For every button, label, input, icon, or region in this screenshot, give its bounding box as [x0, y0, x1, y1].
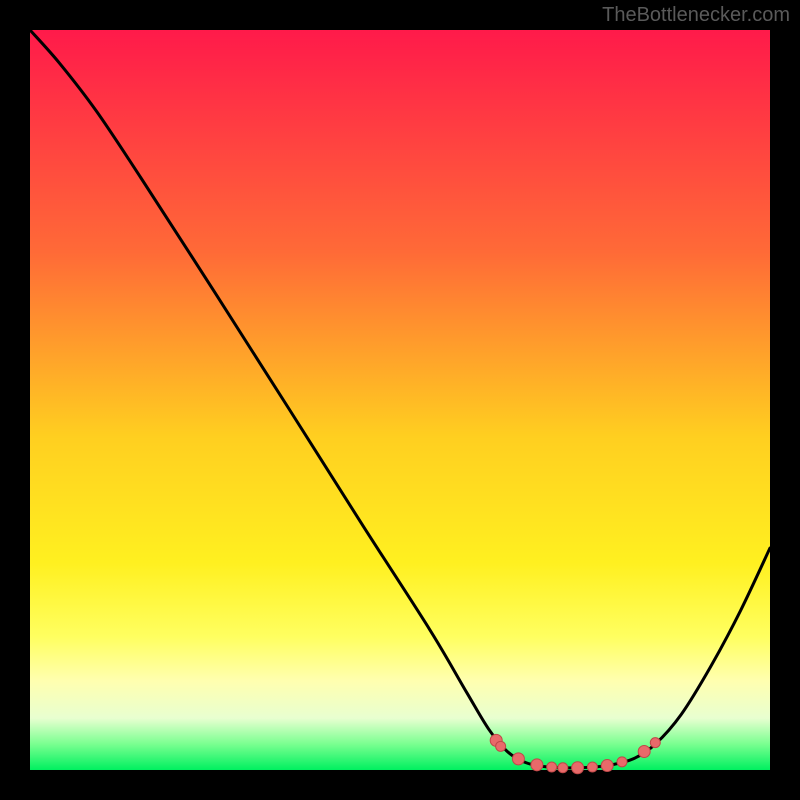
plot-background: [30, 30, 770, 770]
attribution-text: TheBottlenecker.com: [602, 4, 790, 27]
data-marker: [587, 762, 597, 772]
data-marker: [650, 738, 660, 748]
data-marker: [601, 760, 613, 772]
data-marker: [558, 763, 568, 773]
data-marker: [617, 757, 627, 767]
data-marker: [531, 759, 543, 771]
bottleneck-chart: [0, 0, 800, 800]
data-marker: [496, 741, 506, 751]
stage: TheBottlenecker.com: [0, 0, 800, 800]
data-marker: [638, 746, 650, 758]
data-marker: [512, 753, 524, 765]
data-marker: [572, 762, 584, 774]
data-marker: [547, 762, 557, 772]
